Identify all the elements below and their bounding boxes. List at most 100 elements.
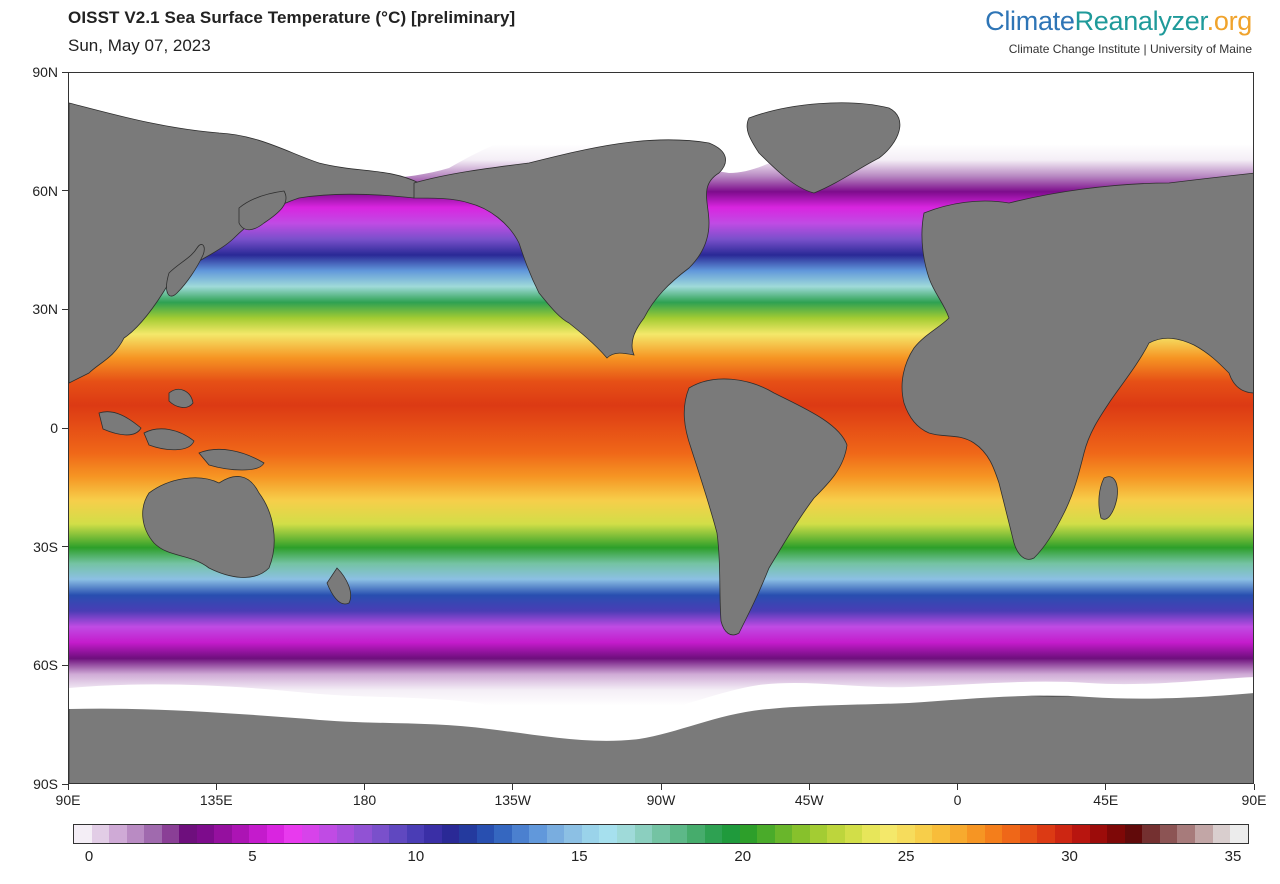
colorbar-segment — [844, 825, 863, 843]
colorbar-segment — [109, 825, 127, 843]
colorbar-segment — [914, 825, 933, 843]
lat-tick-label: 90S — [33, 776, 58, 792]
colorbar-tick-label: 5 — [248, 848, 257, 865]
colorbar-segment — [599, 825, 617, 843]
lat-tick-mark — [62, 71, 68, 73]
colorbar-segment — [1177, 825, 1195, 843]
colorbar-segment — [441, 825, 460, 843]
colorbar-segment — [862, 825, 880, 843]
lat-tick-mark — [62, 308, 68, 310]
lat-tick-mark — [62, 664, 68, 666]
lon-tick-label: 180 — [352, 792, 377, 808]
colorbar-segment — [406, 825, 425, 843]
colorbar-segment — [1002, 825, 1020, 843]
lon-tick-mark — [1105, 784, 1107, 790]
colorbar-segment — [809, 825, 828, 843]
map-frame — [68, 72, 1254, 784]
colorbar-segment — [1195, 825, 1213, 843]
colorbar-segment — [1159, 825, 1178, 843]
europe-africa-landmass — [901, 172, 1253, 560]
colorbar-tick-label: 10 — [407, 848, 425, 865]
colorbar-segment — [546, 825, 565, 843]
colorbar-segment — [897, 825, 915, 843]
colorbar-segment — [984, 825, 1003, 843]
lat-tick-mark — [62, 427, 68, 429]
colorbar-segment — [511, 825, 530, 843]
lat-tick-label: 60N — [32, 182, 58, 199]
colorbar-segment — [389, 825, 407, 843]
colorbar-segment — [529, 825, 547, 843]
lon-tick-mark — [512, 784, 514, 790]
lon-tick-mark — [957, 784, 958, 790]
colorbar-tick-label: 20 — [734, 848, 752, 865]
south-america-landmass — [683, 378, 848, 636]
lon-tick-label: 45W — [794, 792, 824, 808]
colorbar-segment — [319, 825, 337, 843]
colorbar-segment — [757, 825, 775, 843]
colorbar-segment — [1089, 825, 1108, 843]
colorbar-segment — [1072, 825, 1090, 843]
colorbar-segment — [1054, 825, 1073, 843]
lon-tick-label: 135E — [199, 792, 233, 808]
colorbar-segment — [564, 825, 582, 843]
lat-tick-mark — [62, 190, 68, 192]
colorbar-segment — [1230, 825, 1248, 843]
temperature-colorbar — [73, 824, 1249, 844]
colorbar-segment — [581, 825, 600, 843]
antarctic-sea-ice — [69, 677, 1253, 741]
arctic-sea-ice — [69, 73, 1253, 184]
colorbar-segment — [161, 825, 180, 843]
colorbar-segment — [231, 825, 250, 843]
colorbar-tick-label: 0 — [84, 848, 94, 865]
lon-tick-label: 135W — [494, 792, 532, 808]
colorbar-segment — [266, 825, 285, 843]
colorbar-segment — [792, 825, 810, 843]
colorbar-segment — [1037, 825, 1055, 843]
colorbar-segment — [494, 825, 512, 843]
lon-tick-mark — [215, 784, 217, 790]
colorbar-tick-label: 25 — [897, 848, 915, 865]
colorbar-segment — [932, 825, 950, 843]
lon-tick-mark — [67, 784, 69, 790]
colorbar-segment — [774, 825, 793, 843]
north-america-landmass — [413, 139, 726, 359]
colorbar-segment — [739, 825, 758, 843]
colorbar-segment — [1019, 825, 1038, 843]
lat-tick-label: 60S — [33, 657, 58, 674]
colorbar-segment — [616, 825, 635, 843]
colorbar-tick-label: 30 — [1061, 848, 1078, 865]
colorbar-segment — [1107, 825, 1125, 843]
colorbar-segment — [74, 825, 92, 843]
colorbar-segment — [301, 825, 320, 843]
lat-tick-mark — [62, 546, 68, 548]
lon-tick-mark — [660, 784, 662, 790]
colorbar-segment — [249, 825, 267, 843]
colorbar-segment — [196, 825, 215, 843]
colorbar-segment — [424, 825, 442, 843]
lat-tick-label: 30S — [33, 538, 58, 555]
lon-tick-label: 90E — [55, 792, 81, 808]
colorbar-segment — [687, 825, 705, 843]
lat-tick-label: 0 — [50, 420, 58, 436]
colorbar-segment — [967, 825, 985, 843]
colorbar-segment — [179, 825, 197, 843]
map-title: OISST V2.1 Sea Surface Temperature (°C) … — [68, 8, 516, 27]
colorbar-segment — [144, 825, 162, 843]
brand-subtitle: Climate Change Institute | University of… — [1008, 42, 1252, 56]
australia-landmass — [142, 476, 275, 578]
lon-tick-label: 45E — [1093, 792, 1119, 808]
kamchatka-landmass — [238, 190, 287, 231]
lon-tick-mark — [1253, 784, 1255, 790]
japan-island — [166, 244, 205, 297]
colorbar-segment — [634, 825, 653, 843]
greenland-landmass — [746, 102, 901, 194]
colorbar-segment — [91, 825, 110, 843]
colorbar-segment — [704, 825, 723, 843]
colorbar-tick-label: 35 — [1224, 848, 1242, 865]
brand-logo-part1: Climate — [985, 6, 1075, 36]
lat-tick-label: 90N — [32, 64, 58, 80]
lat-tick-mark — [62, 783, 68, 785]
colorbar-segment — [284, 825, 302, 843]
colorbar-segment — [652, 825, 670, 843]
colorbar-segment — [1124, 825, 1143, 843]
